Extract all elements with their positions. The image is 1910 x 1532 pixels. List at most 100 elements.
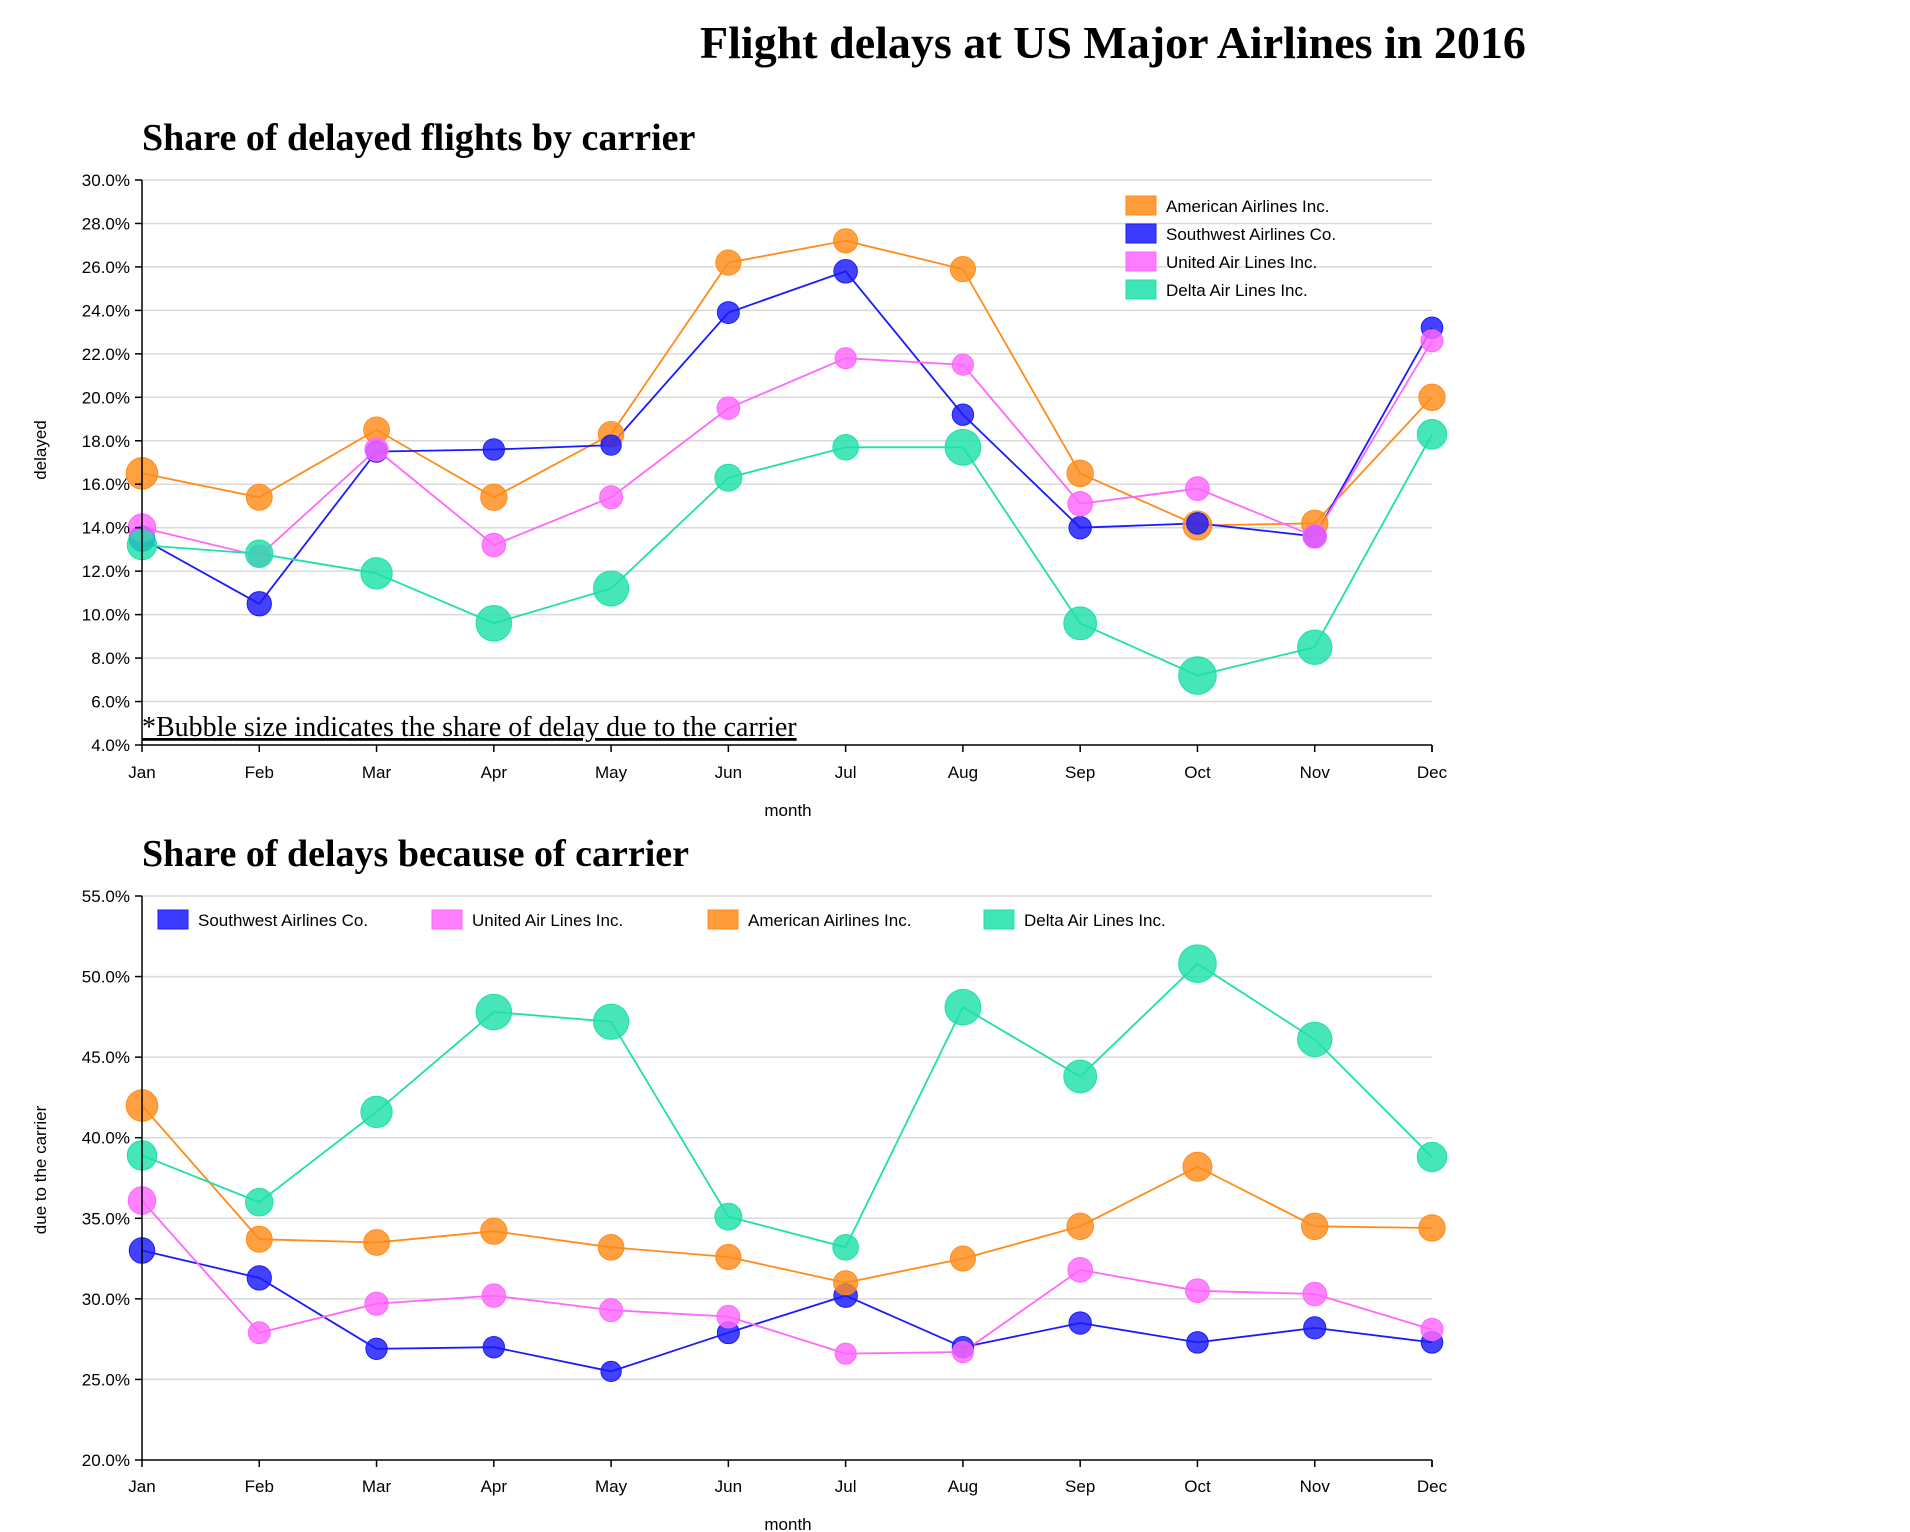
data-point-delta-air-lines-inc[interactable] [360, 557, 393, 590]
data-point-delta-air-lines-inc[interactable] [832, 1234, 859, 1261]
y-tick-label: 35.0% [82, 1209, 130, 1228]
data-point-united-air-lines-inc[interactable] [599, 485, 624, 510]
data-point-southwest-airlines-co[interactable] [951, 403, 975, 426]
data-point-united-air-lines-inc[interactable] [1067, 1257, 1093, 1283]
data-point-united-air-lines-inc[interactable] [364, 437, 389, 462]
data-point-united-air-lines-inc[interactable] [1420, 1317, 1444, 1342]
data-point-delta-air-lines-inc[interactable] [944, 428, 982, 466]
series-line-united-air-lines-inc [141, 1200, 1433, 1355]
data-point-united-air-lines-inc[interactable] [1185, 476, 1210, 501]
data-point-delta-air-lines-inc[interactable] [1063, 1059, 1098, 1094]
data-point-delta-air-lines-inc[interactable] [245, 1187, 274, 1217]
x-tick-label-sep: Sep [1065, 763, 1095, 782]
x-tick-label-feb: Feb [245, 763, 274, 782]
data-point-delta-air-lines-inc[interactable] [1416, 1141, 1448, 1173]
legend-swatch-american-airlines-inc [707, 909, 739, 930]
data-point-united-air-lines-inc[interactable] [599, 1298, 624, 1323]
data-point-american-airlines-inc[interactable] [597, 1234, 625, 1261]
data-point-delta-air-lines-inc[interactable] [593, 1003, 630, 1040]
data-point-united-air-lines-inc[interactable] [1420, 329, 1444, 353]
data-point-united-air-lines-inc[interactable] [1185, 1278, 1210, 1304]
series-line-united-air-lines-inc [141, 340, 1433, 557]
data-point-southwest-airlines-co[interactable] [1068, 516, 1092, 540]
y-tick-label: 28.0% [82, 214, 130, 233]
data-point-delta-air-lines-inc[interactable] [360, 1095, 393, 1129]
data-point-american-airlines-inc[interactable] [1418, 383, 1446, 412]
data-point-united-air-lines-inc[interactable] [834, 347, 857, 370]
data-point-american-airlines-inc[interactable] [245, 1225, 273, 1253]
data-point-united-air-lines-inc[interactable] [716, 396, 741, 420]
data-point-american-airlines-inc[interactable] [833, 228, 859, 254]
data-point-united-air-lines-inc[interactable] [481, 1283, 507, 1308]
legend-label-southwest-airlines-co: Southwest Airlines Co. [1166, 225, 1336, 244]
data-point-southwest-airlines-co[interactable] [600, 1360, 622, 1383]
data-point-delta-air-lines-inc[interactable] [1178, 944, 1217, 983]
data-point-united-air-lines-inc[interactable] [951, 1340, 974, 1364]
data-point-delta-air-lines-inc[interactable] [714, 1202, 743, 1231]
data-point-southwest-airlines-co[interactable] [1186, 1331, 1209, 1354]
y-tick-label: 20.0% [82, 388, 130, 407]
data-point-southwest-airlines-co[interactable] [246, 591, 272, 617]
data-point-delta-air-lines-inc[interactable] [1416, 419, 1448, 450]
y-tick-label: 25.0% [82, 1370, 130, 1389]
x-tick-label-oct: Oct [1184, 1477, 1211, 1496]
data-point-american-airlines-inc[interactable] [833, 1270, 859, 1296]
data-point-american-airlines-inc[interactable] [480, 483, 508, 511]
data-point-american-airlines-inc[interactable] [1300, 1212, 1329, 1241]
data-point-delta-air-lines-inc[interactable] [1297, 629, 1333, 665]
data-point-american-airlines-inc[interactable] [1182, 1151, 1213, 1182]
x-tick-label-jan: Jan [128, 1477, 155, 1496]
data-point-american-airlines-inc[interactable] [480, 1217, 508, 1245]
data-point-american-airlines-inc[interactable] [949, 1245, 976, 1272]
data-point-delta-air-lines-inc[interactable] [245, 539, 274, 569]
data-point-american-airlines-inc[interactable] [715, 249, 742, 276]
data-point-delta-air-lines-inc[interactable] [475, 993, 513, 1031]
data-point-southwest-airlines-co[interactable] [600, 434, 622, 456]
data-point-southwest-airlines-co[interactable] [482, 438, 505, 461]
data-point-southwest-airlines-co[interactable] [1186, 512, 1209, 535]
data-point-united-air-lines-inc[interactable] [364, 1291, 389, 1316]
data-point-united-air-lines-inc[interactable] [951, 353, 974, 376]
data-point-southwest-airlines-co[interactable] [1303, 1316, 1327, 1340]
x-tick-label-jun: Jun [715, 1477, 742, 1496]
data-point-american-airlines-inc[interactable] [363, 1229, 390, 1256]
data-point-delta-air-lines-inc[interactable] [1178, 656, 1217, 695]
legend-label-southwest-airlines-co: Southwest Airlines Co. [198, 911, 368, 930]
data-point-delta-air-lines-inc[interactable] [714, 463, 743, 492]
data-point-delta-air-lines-inc[interactable] [832, 434, 859, 461]
data-point-united-air-lines-inc[interactable] [481, 532, 507, 558]
data-point-delta-air-lines-inc[interactable] [1063, 606, 1098, 641]
data-point-delta-air-lines-inc[interactable] [1297, 1021, 1333, 1058]
data-point-american-airlines-inc[interactable] [715, 1243, 742, 1271]
data-point-southwest-airlines-co[interactable] [246, 1265, 272, 1291]
data-point-southwest-airlines-co[interactable] [833, 259, 858, 284]
y-tick-label: 30.0% [82, 1290, 130, 1309]
x-tick-label-jun: Jun [715, 763, 742, 782]
data-point-american-airlines-inc[interactable] [1066, 459, 1094, 488]
x-tick-label-jul: Jul [835, 1477, 857, 1496]
y-tick-label: 24.0% [82, 301, 130, 320]
data-point-united-air-lines-inc[interactable] [1302, 524, 1328, 549]
data-point-united-air-lines-inc[interactable] [1067, 490, 1093, 517]
data-point-united-air-lines-inc[interactable] [1302, 1281, 1328, 1307]
data-point-american-airlines-inc[interactable] [1066, 1212, 1094, 1241]
x-tick-label-dec: Dec [1417, 1477, 1448, 1496]
y-tick-label: 18.0% [82, 432, 130, 451]
data-point-southwest-airlines-co[interactable] [1068, 1311, 1092, 1335]
data-point-united-air-lines-inc[interactable] [716, 1304, 741, 1329]
data-point-american-airlines-inc[interactable] [949, 256, 976, 283]
y-tick-label: 10.0% [82, 606, 130, 625]
data-point-united-air-lines-inc[interactable] [247, 1321, 271, 1345]
data-point-southwest-airlines-co[interactable] [482, 1336, 505, 1359]
data-point-american-airlines-inc[interactable] [245, 483, 273, 511]
data-point-american-airlines-inc[interactable] [1418, 1214, 1446, 1242]
data-point-southwest-airlines-co[interactable] [365, 1337, 388, 1360]
data-point-united-air-lines-inc[interactable] [834, 1342, 857, 1365]
data-point-delta-air-lines-inc[interactable] [593, 570, 630, 607]
x-axis-label: month [764, 1515, 811, 1532]
chart-delayed-flights: Share of delayed flights by carrier 30.0… [31, 117, 1448, 820]
data-point-southwest-airlines-co[interactable] [716, 301, 740, 325]
data-point-delta-air-lines-inc[interactable] [475, 605, 513, 642]
data-point-delta-air-lines-inc[interactable] [944, 988, 982, 1026]
y-tick-label: 6.0% [91, 693, 130, 712]
